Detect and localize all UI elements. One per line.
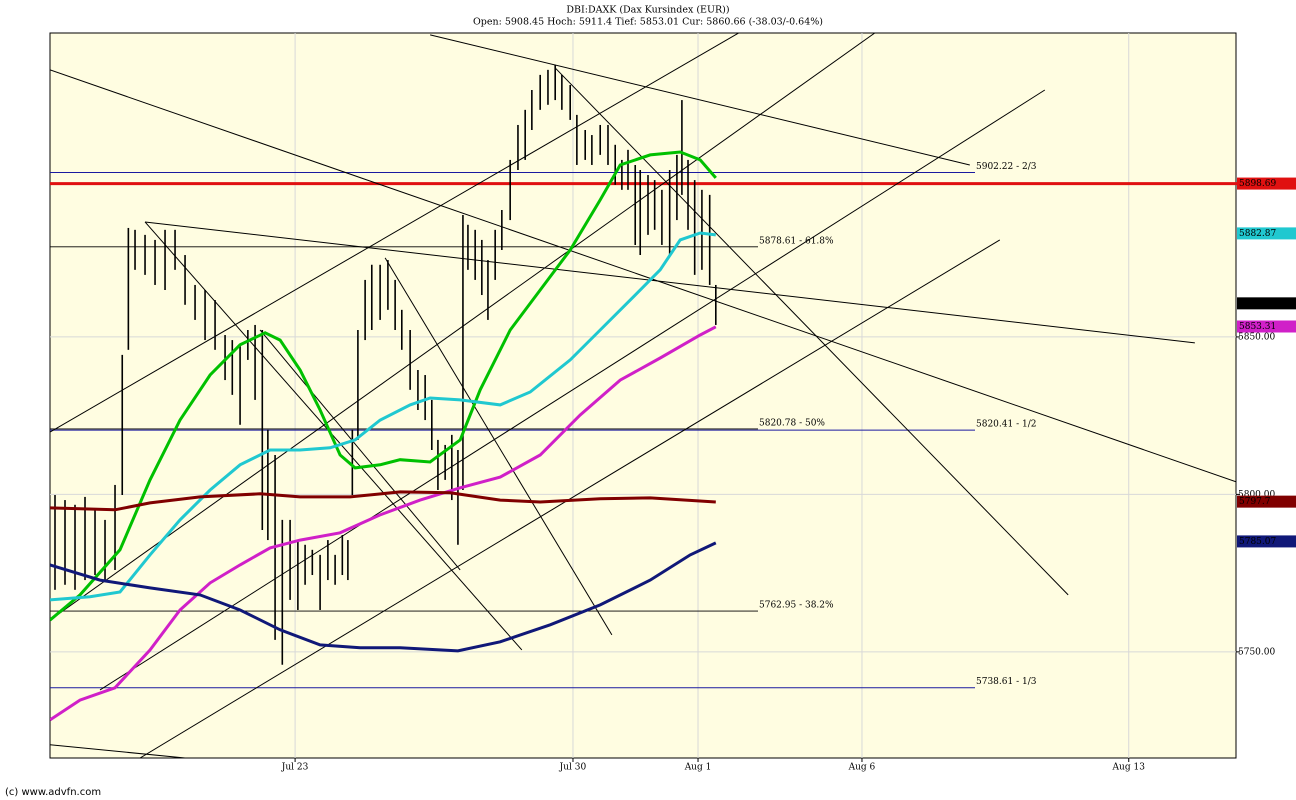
price-tag-label: 5853.31: [1239, 322, 1276, 332]
chart-subtitle: Open: 5908.45 Hoch: 5911.4 Tief: 5853.01…: [473, 17, 823, 28]
price-tag-label: 5898.69: [1239, 179, 1276, 189]
x-tick-label: Aug 6: [848, 763, 876, 773]
level-label: 5902.22 - 2/3: [976, 162, 1037, 172]
price-tag: [1237, 297, 1296, 310]
price-tag: [1237, 227, 1296, 240]
price-tag-label: 5882.87: [1239, 229, 1276, 239]
level-label: 5878.61 - 61.8%: [759, 236, 834, 246]
trend-line: [430, 34, 970, 166]
trend-line: [384, 257, 613, 636]
trend-line: [99, 89, 1046, 691]
y-tick-label: 5750.00: [1238, 647, 1275, 657]
moving-average: [50, 541, 717, 653]
y-tick-label: 5800.00: [1238, 490, 1275, 500]
price-tag: [1237, 177, 1296, 190]
plot-layer: 5902.22 - 2/3 5878.61 - 61.8% 5820.78 - 50…: [50, 33, 1236, 758]
x-tick-label: Aug 13: [1112, 763, 1146, 773]
level-label: 5762.95 - 38.2%: [759, 601, 834, 611]
price-tag-label: 5797.7: [1239, 497, 1271, 507]
price-tag-label: 5860.66: [1239, 299, 1276, 309]
plot-area: [49, 32, 1237, 759]
level-label: 5820.41 - 1/2: [976, 420, 1036, 430]
moving-average: [50, 490, 716, 512]
price-tag-label: 5785.07: [1239, 537, 1276, 547]
credit: (c) www.advfn.com: [5, 787, 101, 798]
moving-average: [50, 231, 716, 602]
trend-line: [554, 67, 1069, 596]
trend-line: [259, 329, 461, 571]
x-tick-label: Jul 30: [559, 763, 587, 773]
moving-average: [50, 150, 717, 622]
price-tag: [1237, 320, 1296, 333]
chart-title: DBI:DAXK (Dax Kursindex (EUR)): [566, 5, 729, 16]
x-tick-label: Jul 23: [281, 763, 309, 773]
price-tag: [1237, 495, 1296, 508]
price-tag: [1237, 535, 1296, 548]
trend-line: [144, 221, 523, 651]
x-tick-label: Aug 1: [684, 763, 712, 773]
trend-line: [50, 33, 740, 433]
y-tick-label: 5850.00: [1238, 332, 1275, 342]
trend-line: [50, 69, 1236, 483]
level-label: 5738.61 - 1/3: [976, 677, 1037, 687]
moving-average: [50, 325, 717, 722]
level-label: 5820.78 - 50%: [759, 418, 825, 428]
trend-line: [144, 221, 1195, 344]
trend-line: [50, 744, 186, 758]
axis-layer: 5750.00 5800.00 5850.00 Jul 23 Jul 30 Aug 1 Au…: [281, 177, 1296, 773]
